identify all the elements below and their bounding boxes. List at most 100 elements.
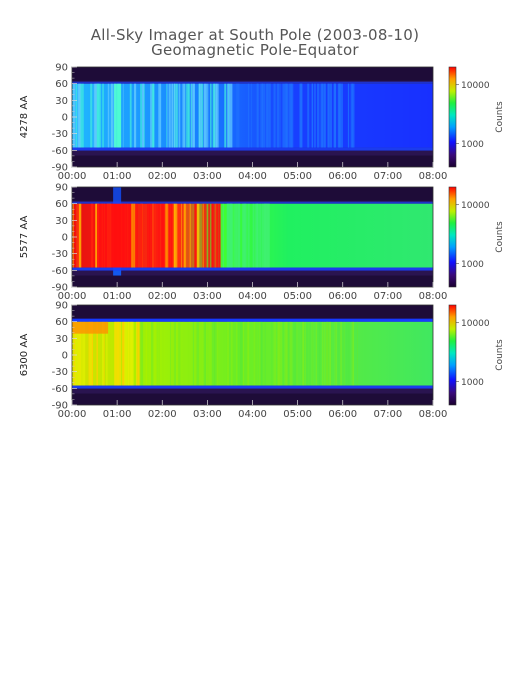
emission-streak bbox=[264, 203, 267, 268]
y-tick-label: -60 bbox=[52, 146, 68, 157]
emission-streak bbox=[261, 203, 263, 268]
emission-streak bbox=[203, 203, 207, 268]
emission-streak bbox=[273, 83, 276, 148]
emission-streak bbox=[97, 83, 99, 148]
emission-streak bbox=[330, 83, 332, 148]
emission-streak bbox=[110, 83, 114, 148]
emission-streak bbox=[124, 321, 127, 386]
emission-streak bbox=[236, 83, 237, 148]
emission-streak bbox=[350, 83, 352, 148]
emission-streak bbox=[136, 321, 137, 386]
emission-streak bbox=[150, 203, 153, 268]
x-tick-label: 05:00 bbox=[283, 409, 312, 420]
emission-streak bbox=[266, 203, 270, 268]
emission-streak bbox=[240, 321, 243, 386]
emission-streak bbox=[352, 321, 355, 386]
emission-streak bbox=[356, 321, 358, 386]
emission-streak bbox=[178, 321, 181, 386]
upper-dark-region bbox=[72, 305, 433, 319]
emission-streak bbox=[123, 321, 125, 386]
emission-band bbox=[72, 83, 433, 148]
emission-streak bbox=[337, 321, 339, 386]
emission-streak bbox=[171, 321, 173, 386]
emission-streak bbox=[334, 83, 337, 148]
emission-streak bbox=[285, 83, 287, 148]
emission-streak bbox=[77, 203, 80, 268]
y-tick-label: -90 bbox=[52, 401, 68, 412]
lower-band-edge bbox=[72, 267, 433, 271]
emission-streak bbox=[102, 321, 104, 386]
x-tick-label: 01:00 bbox=[103, 171, 132, 182]
emission-streak bbox=[196, 321, 200, 386]
emission-streak bbox=[273, 321, 277, 386]
emission-streak bbox=[201, 203, 203, 268]
emission-streak bbox=[126, 321, 130, 386]
upper-band-edge bbox=[72, 319, 433, 322]
emission-streak bbox=[199, 321, 201, 386]
emission-streak bbox=[291, 83, 294, 148]
emission-streak bbox=[79, 83, 81, 148]
y-axis-label: 5577 AA bbox=[19, 216, 30, 259]
emission-streak bbox=[205, 321, 206, 386]
emission-streak bbox=[124, 321, 126, 386]
emission-streak bbox=[351, 83, 355, 148]
emission-streak bbox=[253, 321, 256, 386]
emission-streak bbox=[156, 321, 158, 386]
emission-streak bbox=[174, 83, 176, 148]
emission-streak bbox=[178, 321, 181, 386]
emission-streak bbox=[173, 83, 175, 148]
emission-streak bbox=[143, 83, 145, 148]
emission-streak bbox=[158, 321, 160, 386]
emission-streak bbox=[121, 321, 125, 386]
blue-plume-top bbox=[113, 187, 122, 204]
emission-streak bbox=[318, 321, 320, 386]
emission-streak bbox=[133, 203, 136, 268]
emission-streak bbox=[218, 203, 221, 268]
emission-streak bbox=[262, 203, 265, 268]
emission-streak bbox=[250, 83, 252, 148]
emission-streak bbox=[211, 321, 215, 386]
x-tick-label: 08:00 bbox=[419, 291, 448, 302]
emission-streak bbox=[276, 83, 280, 148]
emission-streak bbox=[77, 203, 79, 268]
emission-streak bbox=[147, 203, 148, 268]
emission-streak bbox=[342, 321, 346, 386]
emission-streak bbox=[233, 321, 236, 386]
emission-streak bbox=[348, 321, 350, 386]
emission-streak bbox=[221, 203, 223, 268]
emission-streak bbox=[208, 203, 210, 268]
emission-streak bbox=[226, 321, 230, 386]
emission-streak bbox=[177, 321, 179, 386]
emission-streak bbox=[74, 321, 76, 386]
emission-streak bbox=[235, 203, 237, 268]
colorbar-tick-label: 1000 bbox=[461, 140, 484, 150]
emission-streak bbox=[142, 321, 144, 386]
emission-streak bbox=[295, 321, 297, 386]
emission-streak bbox=[345, 321, 348, 386]
emission-streak bbox=[210, 83, 212, 148]
emission-streak bbox=[171, 203, 174, 268]
emission-streak bbox=[326, 321, 329, 386]
emission-streak bbox=[188, 321, 191, 386]
emission-streak bbox=[326, 321, 329, 386]
emission-streak bbox=[348, 321, 350, 386]
upper-dark-region bbox=[72, 67, 433, 81]
emission-streak bbox=[351, 321, 353, 386]
emission-streak bbox=[158, 83, 162, 148]
x-tick-label: 04:00 bbox=[238, 171, 267, 182]
x-tick-label: 00:00 bbox=[58, 409, 87, 420]
emission-streak bbox=[326, 321, 329, 386]
emission-streak bbox=[340, 321, 343, 386]
emission-streak bbox=[140, 203, 143, 268]
emission-streak bbox=[239, 321, 242, 386]
x-tick-label: 04:00 bbox=[238, 409, 267, 420]
emission-streak bbox=[168, 203, 171, 268]
emission-streak bbox=[286, 83, 289, 148]
emission-streak bbox=[170, 321, 172, 386]
x-tick-label: 04:00 bbox=[238, 291, 267, 302]
y-tick-label: -30 bbox=[52, 367, 68, 378]
emission-streak bbox=[82, 321, 86, 386]
emission-streak bbox=[231, 203, 234, 268]
x-tick-label: 08:00 bbox=[419, 171, 448, 182]
emission-streak bbox=[173, 203, 175, 268]
